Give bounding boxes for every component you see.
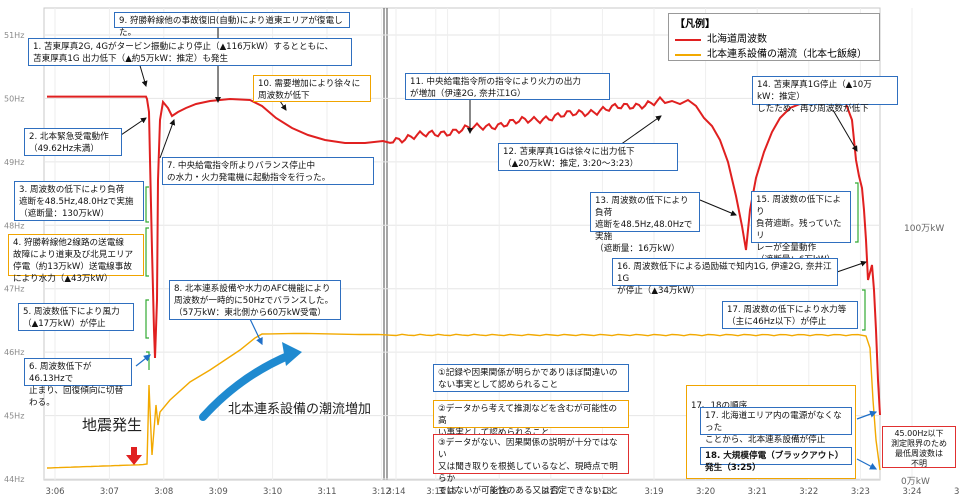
x-tick-label: 3:10 [263, 487, 282, 497]
annotation-1: 1. 苫東厚真2G, 4Gがタービン振動により停止（▲116万kW）するとともに… [28, 38, 352, 66]
annotation-13: 13. 周波数の低下により負荷 遮断を48.5Hz,48.0Hzで実施 （遮断量… [590, 192, 700, 254]
flow-increase-arrow [199, 351, 294, 421]
flow-increase-label: 北本連系設備の潮流増加 [228, 402, 372, 417]
y-tick-label: 47Hz [4, 285, 24, 294]
annotation-8: 8. 北本連系設備や水力のAFC機能により 周波数が一時的に50Hzでバランスし… [169, 280, 341, 320]
annotation-9: 9. 狩勝幹線他の事故復旧(自動)により道東エリアが復電した。 [114, 12, 350, 38]
right-axis-label-bottom: 0万kW [901, 477, 930, 487]
x-tick-label: 3:17 [541, 487, 560, 497]
x-tick-label: 3:06 [45, 487, 64, 497]
annotation-3: 3. 周波数の低下により負荷 遮断を48.5Hz,48.0Hzで実施 （遮断量：… [14, 181, 144, 221]
y-tick-label: 49Hz [4, 158, 24, 167]
annotation-7: 7. 中央給電指令所よりバランス停止中 の水力・火力発電機に起動指令を行った。 [162, 157, 374, 185]
y-tick-label: 46Hz [4, 348, 24, 357]
legend-swatch-tieflow [675, 53, 701, 56]
annotation-10: 10. 需要増加により徐々に 周波数が低下 [253, 75, 371, 102]
x-tick-label: 3:14 [386, 487, 405, 497]
annotation-2: 2. 北本緊急受電動作 （49.62Hz未満） [24, 128, 122, 156]
key-1: ①記録や因果関係が明らかでありほぼ間違いの ない事実として認められること [433, 364, 629, 392]
measurement-limit-note: 45.00Hz以下 測定限界のため 最低周波数は 不明 [882, 426, 956, 468]
earthquake-label: 地震発生 [82, 416, 143, 434]
legend-swatch-frequency [675, 38, 701, 41]
annotation-4: 4. 狩勝幹線他2線路の送電線 故障により道東及び北見エリア 停電（約13万kW… [8, 234, 144, 284]
annotation-17: 17. 周波数の低下により水力等 （主に46Hz以下）が停止 [722, 301, 858, 329]
y-tick-label: 50Hz [4, 94, 24, 103]
legend-item-tieflow: 北本連系設備の潮流（北本七飯線） [675, 47, 873, 62]
x-tick-label: 3:08 [154, 487, 173, 497]
annotation-17b: 17. 北海道エリア内の電源がなくなった ことから、北本連系設備が停止 [700, 407, 852, 445]
quake-arrow-head [126, 455, 142, 465]
annotation-18: 18. 大規模停電（ブラックアウト）発生（3:25） [700, 447, 852, 473]
legend-label-tieflow: 北本連系設備の潮流（北本七飯線） [707, 49, 867, 60]
annotation-5: 5. 周波数低下により風力 （▲17万kW）が停止 [18, 303, 134, 331]
flow-increase-arrowhead [282, 342, 302, 366]
annotation-14: 14. 苫東厚真1G停止（▲10万kW：推定） したため、再び周波数が低下 [752, 76, 898, 114]
key-2: ②データから考えて推測などを含むが可能性の高 い事実として認められること [433, 400, 629, 438]
quake-arrow-shaft [131, 447, 137, 456]
annotation-6: 6. 周波数低下が46.13Hzで 止まり、回復傾向に切替わる。 [24, 358, 132, 408]
right-axis-label-top: 100万kW [904, 224, 944, 234]
order-group-header: 17、18の順序 [691, 401, 748, 411]
x-tick-label: 3:09 [209, 487, 228, 497]
x-tick-label: 3:13 [426, 487, 445, 497]
x-tick-label: 3:16 [490, 487, 509, 497]
x-tick-label: 3:25 [954, 487, 960, 497]
x-tick-label: 3:20 [696, 487, 715, 497]
x-tick-label: 3:15 [438, 487, 457, 497]
series-frequency-line [47, 95, 881, 416]
x-tick-label: 3:07 [100, 487, 119, 497]
annotation-11: 11. 中央給電指令所の指令により火力の出力 が増加（伊達2G, 奈井江1G） [405, 73, 610, 100]
y-tick-label: 51Hz [4, 31, 24, 40]
annotation-brackets [145, 182, 866, 370]
legend-label-frequency: 北海道周波数 [707, 34, 767, 45]
y-tick-label: 48Hz [4, 221, 24, 230]
key-3: ③データがない、因果関係の説明が十分ではない 又は聞き取りを根拠しているなど、現… [433, 434, 629, 496]
x-tick-label: 3:24 [902, 487, 921, 497]
series-tieflow-line [46, 332, 881, 471]
x-tick-label: 3:23 [851, 487, 870, 497]
y-tick-label: 45Hz [4, 412, 24, 421]
legend-item-frequency: 北海道周波数 [675, 32, 873, 47]
annotation-12: 12. 苫東厚真1Gは徐々に出力低下 （▲20万kW：推定, 3:20～3:23… [498, 143, 678, 171]
legend-title: 【凡例】 [675, 19, 715, 30]
x-tick-label: 3:21 [748, 487, 767, 497]
y-tick-label: 44Hz [4, 475, 24, 484]
x-tick-label: 3:18 [593, 487, 612, 497]
annotation-16: 16. 周波数低下による過励磁で知内1G, 伊達2G, 奈井江1G が停止（▲3… [612, 258, 838, 296]
x-tick-label: 3:19 [644, 487, 663, 497]
annotation-15: 15. 周波数の低下により 負荷遮断。残っていたリ レーが全量動作 （遮断量：6… [751, 191, 851, 265]
x-tick-label: 3:22 [799, 487, 818, 497]
x-tick-label: 3:12 [372, 487, 391, 497]
legend: 【凡例】 北海道周波数 北本連系設備の潮流（北本七飯線） [668, 13, 880, 61]
x-tick-label: 3:11 [317, 487, 336, 497]
